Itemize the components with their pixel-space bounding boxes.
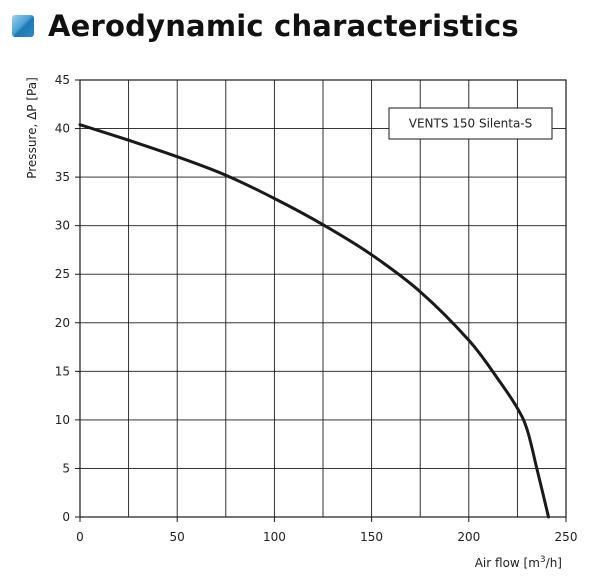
y-tick-label: 20 <box>55 316 70 330</box>
y-tick-labels: 0 5 10 15 20 25 30 35 40 45 <box>55 73 80 524</box>
blue-square-icon <box>12 15 34 37</box>
x-tick-label: 200 <box>457 530 480 544</box>
x-axis-label: Air flow [m3/h] <box>475 555 562 570</box>
y-tick-label: 45 <box>55 73 70 87</box>
y-tick-label: 0 <box>62 510 70 524</box>
x-tick-labels: 0 50 100 150 200 250 <box>76 517 577 544</box>
y-tick-label: 25 <box>55 267 70 281</box>
x-tick-label: 100 <box>263 530 286 544</box>
series-layer <box>78 123 550 519</box>
y-tick-label: 10 <box>55 413 70 427</box>
y-tick-label: 35 <box>55 170 70 184</box>
y-tick-label: 15 <box>55 364 70 378</box>
series-line <box>78 123 550 519</box>
y-tick-label: 30 <box>55 219 70 233</box>
legend: VENTS 150 Silenta-S <box>388 107 553 140</box>
x-tick-label: 250 <box>555 530 578 544</box>
x-tick-label: 150 <box>360 530 383 544</box>
x-tick-label: 50 <box>170 530 185 544</box>
plot-frame <box>79 79 567 518</box>
y-axis-label: Pressure, ΔP [Pa] <box>25 77 39 179</box>
y-tick-label: 40 <box>55 122 70 136</box>
page-title: Aerodynamic characteristics <box>48 9 519 43</box>
header: Aerodynamic characteristics <box>12 6 519 46</box>
legend-entry: VENTS 150 Silenta-S <box>409 117 533 131</box>
chart-grid <box>80 80 566 517</box>
legend-box <box>388 107 553 140</box>
x-tick-label: 0 <box>76 530 84 544</box>
y-tick-label: 5 <box>62 461 70 475</box>
